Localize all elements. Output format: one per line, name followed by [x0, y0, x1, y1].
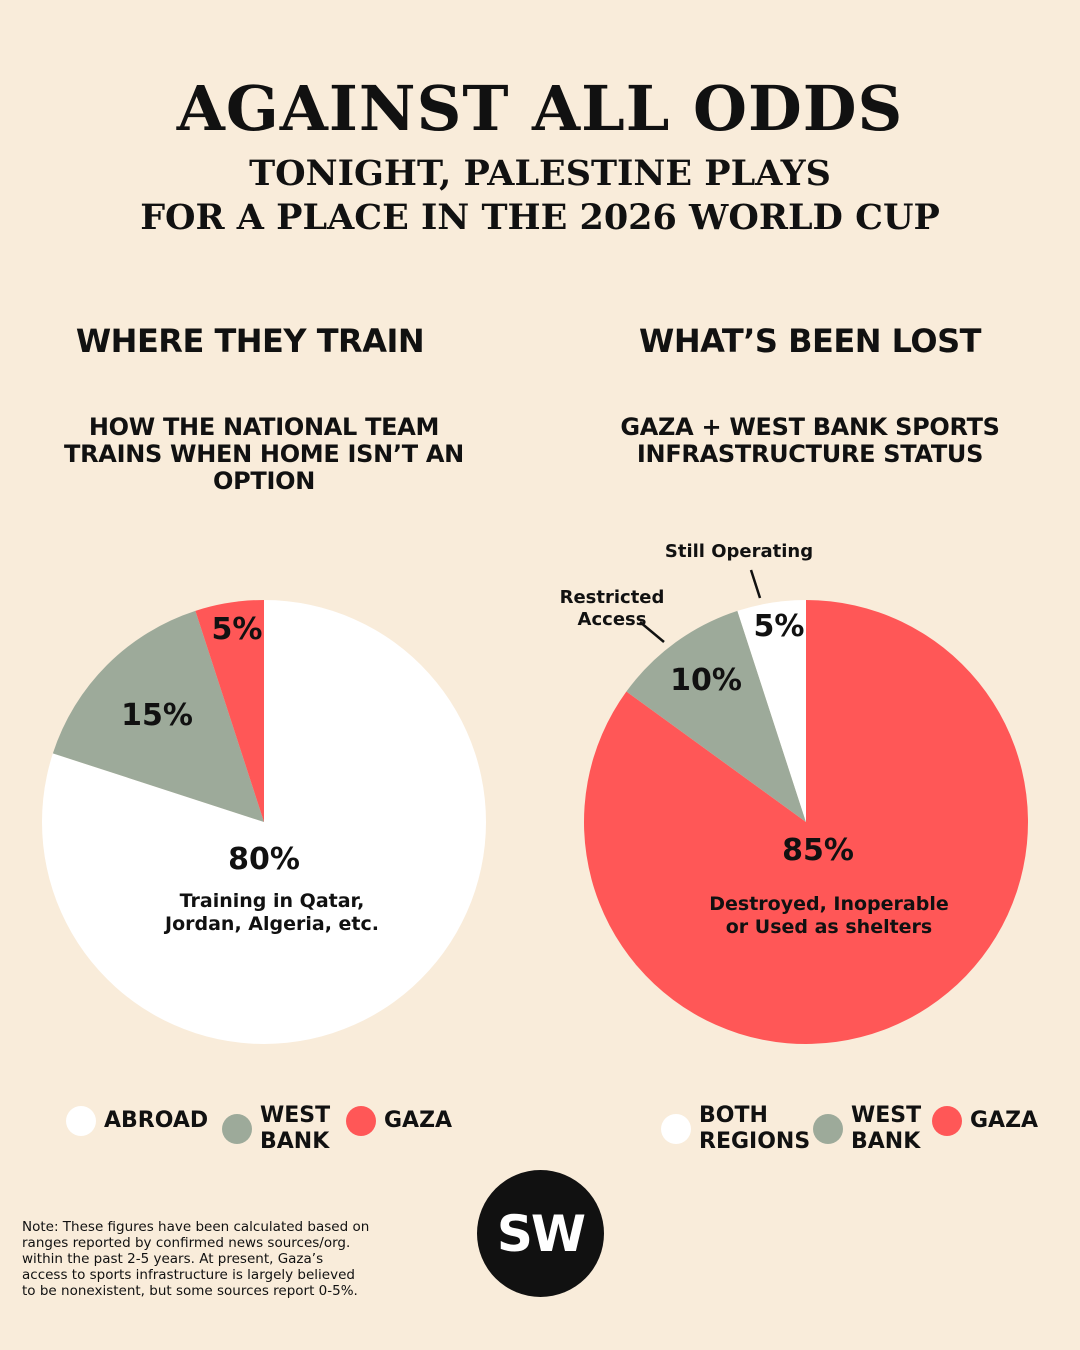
legend-swatch — [813, 1114, 843, 1144]
legend-label: BOTH REGIONS — [699, 1103, 811, 1154]
legend-swatch — [932, 1106, 962, 1136]
legend-item: GAZA — [346, 1106, 452, 1136]
right-chart-title-line-2: INFRASTRUCTURE STATUS — [636, 440, 984, 468]
left-chart-title-line-1: HOW THE NATIONAL TEAM — [88, 413, 440, 441]
legend-swatch — [346, 1106, 376, 1136]
legend-label: ABROAD — [104, 1108, 209, 1133]
pie-slice-annotation: Training in Qatar, — [180, 890, 365, 912]
pie-callout-line — [639, 621, 665, 643]
subtitle-line-2: FOR A PLACE IN THE 2026 WORLD CUP — [140, 197, 940, 238]
legend-label: WEST BANK — [260, 1103, 331, 1154]
legend-label: WEST BANK — [851, 1103, 922, 1154]
legend-swatch — [66, 1106, 96, 1136]
pie-slice-annotation: or Used as shelters — [726, 916, 933, 938]
pie-percent-label: 85% — [782, 833, 854, 868]
pie-callout-label: Still Operating — [665, 541, 813, 562]
legend-swatch — [661, 1114, 691, 1144]
footnote: Note: These figures have been calculated… — [22, 1219, 370, 1299]
page-title: AGAINST ALL ODDS — [176, 72, 904, 145]
legend-item: ABROAD — [66, 1106, 208, 1136]
legend-swatch — [222, 1114, 252, 1144]
pie-slice-both-regions — [737, 600, 806, 822]
left-chart-title-line-2: TRAINS WHEN HOME ISN’T AN — [64, 440, 464, 468]
pie-slice-abroad — [41, 600, 487, 1044]
right-chart-title-line-1: GAZA + WEST BANK SPORTS — [620, 413, 1000, 441]
pie-callout-label: Access — [578, 609, 647, 630]
legend-label: GAZA — [970, 1108, 1039, 1133]
pie-callout-label: Restricted — [560, 587, 665, 608]
legend-label: GAZA — [384, 1108, 453, 1133]
sw-logo: SW — [477, 1170, 604, 1297]
left-chart-title: HOW THE NATIONAL TEAM TRAINS WHEN HOME I… — [40, 414, 488, 495]
right-chart-title: GAZA + WEST BANK SPORTS INFRASTRUCTURE S… — [590, 414, 1030, 468]
pie-slice-annotation: Destroyed, Inoperable — [709, 893, 949, 915]
page-subtitle: TONIGHT, PALESTINE PLAYS FOR A PLACE IN … — [0, 152, 1080, 240]
pie-percent-label: 15% — [121, 698, 193, 733]
pie-slice-west-bank — [52, 610, 265, 822]
pie-percent-label: 10% — [670, 663, 742, 698]
legend-item: GAZA — [932, 1106, 1038, 1136]
left-section-title: WHERE THEY TRAIN — [75, 322, 425, 360]
legend-item: WEST BANK — [222, 1103, 330, 1155]
pie-slice-west-bank — [626, 610, 806, 822]
pie-callout-line — [749, 569, 762, 599]
pie-slice-annotation: Jordan, Algeria, etc. — [163, 913, 379, 935]
pie-percent-label: 5% — [212, 612, 263, 647]
left-chart-title-line-3: OPTION — [213, 467, 315, 495]
pie-percent-label: 80% — [228, 842, 300, 877]
legend-item: WEST BANK — [813, 1103, 921, 1155]
pie-slice-gaza — [195, 600, 264, 822]
pie-percent-label: 5% — [754, 609, 805, 644]
legend-item: BOTH REGIONS — [661, 1103, 810, 1155]
right-section-title: WHAT’S BEEN LOST — [639, 322, 981, 360]
subtitle-line-1: TONIGHT, PALESTINE PLAYS — [249, 153, 831, 194]
